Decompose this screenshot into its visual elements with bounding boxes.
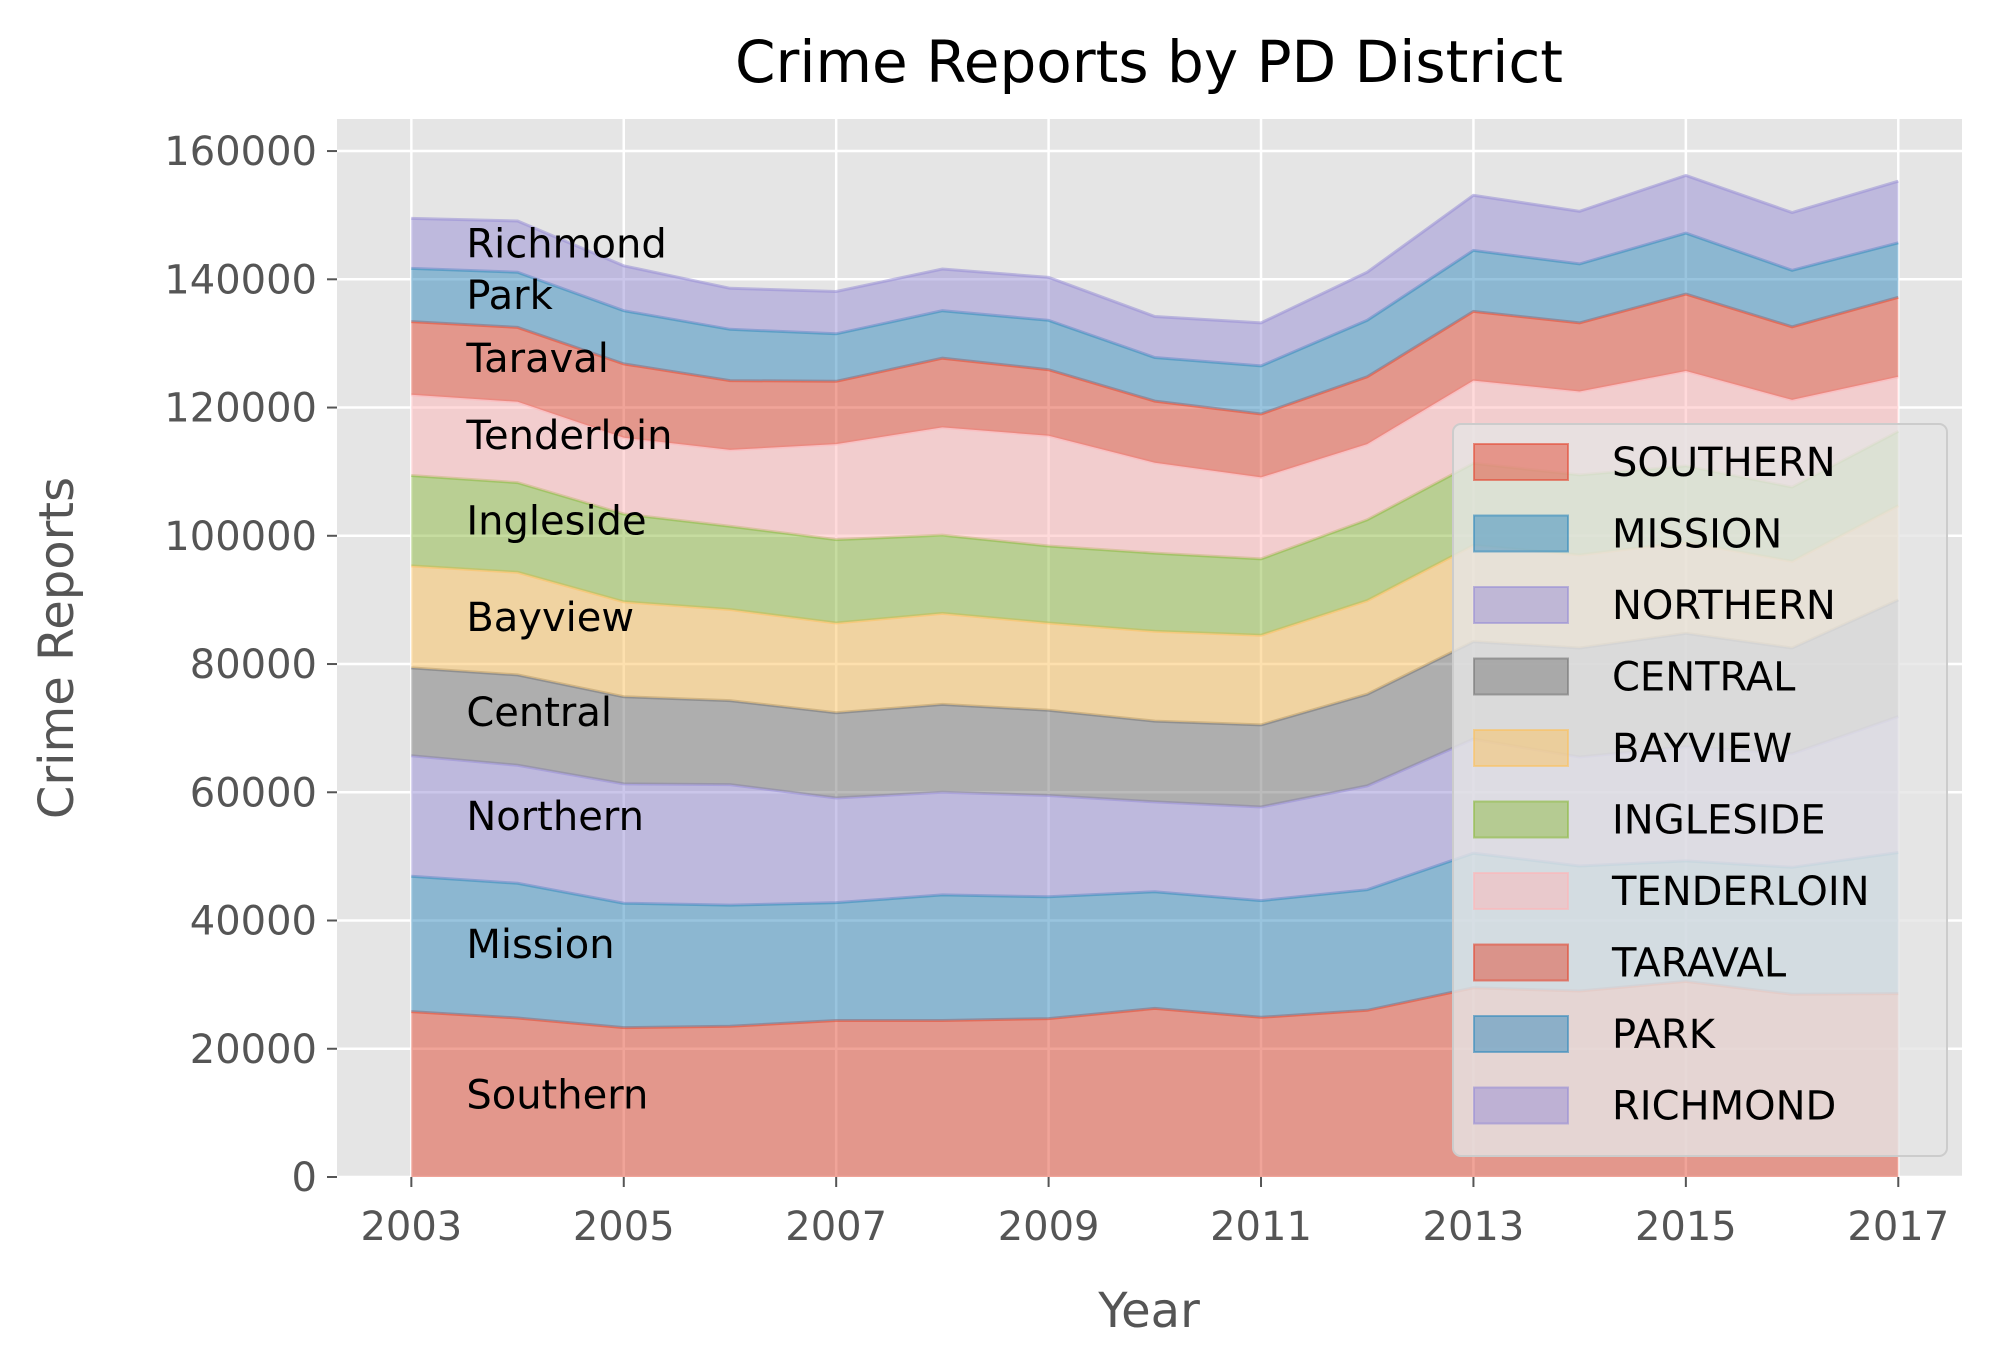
legend-swatch-park xyxy=(1473,1015,1569,1053)
legend-label-northern: NORTHERN xyxy=(1612,583,1836,629)
x-tick-label: 2009 xyxy=(998,1204,1100,1250)
area-richmond xyxy=(411,175,1899,366)
legend-swatch-tenderloin xyxy=(1473,872,1569,910)
y-tick-label: 120000 xyxy=(164,386,317,432)
y-tick-label: 20000 xyxy=(190,1027,317,1073)
legend-swatch-central xyxy=(1473,657,1569,696)
area-label-ingleside: Ingleside xyxy=(466,499,646,545)
legend-box xyxy=(1452,423,1948,1157)
area-labels: Southern Mission Northern Central Bayview Ing… xyxy=(465,221,672,1118)
y-axis-label: Crime Reports xyxy=(29,477,85,819)
y-tick-label: 0 xyxy=(292,1155,317,1201)
legend-swatch-bayview xyxy=(1473,729,1569,767)
area-label-richmond: Richmond xyxy=(466,221,666,267)
area-label-northern: Northern xyxy=(466,794,644,840)
legend-swatch-ingleside xyxy=(1473,800,1569,839)
legend-label-taraval: TARAVAL xyxy=(1611,941,1787,987)
area-tenderloin xyxy=(411,371,1899,559)
x-axis-ticks: 2003 2005 2007 2009 2011 2013 2015 2017 xyxy=(360,1177,1949,1250)
x-tick-label: 2013 xyxy=(1423,1204,1525,1250)
y-tick-label: 160000 xyxy=(164,129,317,175)
legend-label-ingleside: INGLESIDE xyxy=(1612,798,1826,844)
legend: SOUTHERN MISSION NORTHERN CENTRAL BAYVIEW ING… xyxy=(1452,423,1948,1157)
x-tick-label: 2017 xyxy=(1847,1204,1949,1250)
legend-swatch-richmond xyxy=(1473,1086,1569,1125)
y-tick-label: 80000 xyxy=(190,642,317,688)
x-axis-label: Year xyxy=(1097,1283,1200,1339)
legend-label-southern: SOUTHERN xyxy=(1612,440,1836,486)
area-taraval xyxy=(411,294,1899,478)
area-label-central: Central xyxy=(466,690,612,736)
area-label-park: Park xyxy=(466,273,553,319)
area-label-taraval: Taraval xyxy=(465,336,609,382)
legend-label-tenderloin: TENDERLOIN xyxy=(1611,869,1870,915)
area-label-southern: Southern xyxy=(466,1072,648,1118)
y-tick-label: 60000 xyxy=(190,770,317,816)
legend-swatch-mission xyxy=(1473,514,1569,553)
chart-title: Crime Reports by PD District xyxy=(735,28,1563,96)
area-edge-richmond xyxy=(411,173,1899,325)
area-label-tenderloin: Tenderloin xyxy=(465,413,672,459)
area-label-mission: Mission xyxy=(466,922,614,968)
legend-swatch-northern xyxy=(1473,586,1569,624)
y-axis-ticks: 0 20000 40000 60000 80000 100000 120000 140000 1… xyxy=(164,129,337,1201)
legend-label-central: CENTRAL xyxy=(1612,655,1796,701)
x-tick-label: 2003 xyxy=(360,1204,462,1250)
y-tick-label: 100000 xyxy=(164,514,317,560)
area-park xyxy=(411,233,1899,414)
x-tick-label: 2005 xyxy=(573,1204,675,1250)
legend-label-bayview: BAYVIEW xyxy=(1612,726,1792,772)
legend-label-richmond: RICHMOND xyxy=(1612,1084,1836,1130)
x-tick-label: 2015 xyxy=(1635,1204,1737,1250)
y-tick-label: 40000 xyxy=(190,899,317,945)
legend-label-mission: MISSION xyxy=(1612,512,1782,558)
x-tick-label: 2011 xyxy=(1210,1204,1312,1250)
legend-swatch-taraval xyxy=(1473,943,1569,982)
legend-label-park: PARK xyxy=(1612,1012,1717,1058)
y-tick-label: 140000 xyxy=(164,257,317,303)
area-label-bayview: Bayview xyxy=(466,595,634,641)
legend-swatch-southern xyxy=(1473,443,1569,481)
x-tick-label: 2007 xyxy=(785,1204,887,1250)
